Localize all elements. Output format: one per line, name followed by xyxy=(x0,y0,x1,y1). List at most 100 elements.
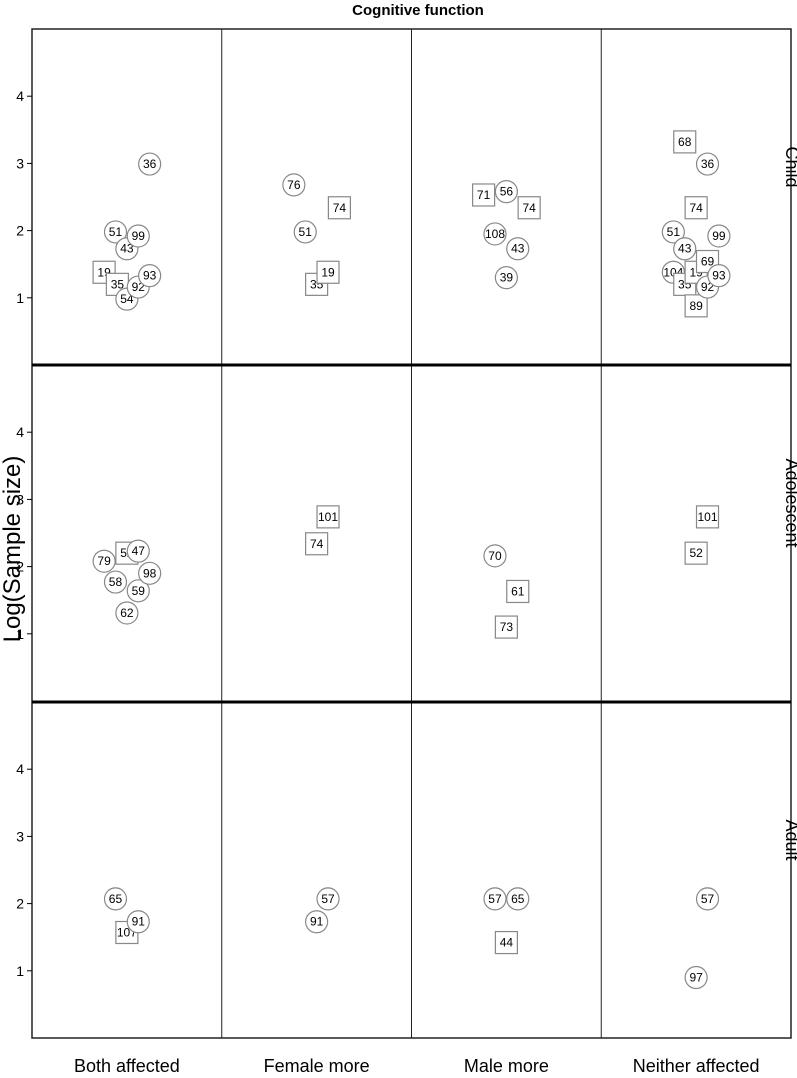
point-label: 43 xyxy=(120,242,134,256)
circle-marker xyxy=(282,173,306,197)
point-label: 65 xyxy=(109,892,123,906)
point-label: 73 xyxy=(500,620,514,634)
data-point: 89 xyxy=(684,294,708,318)
point-label: 57 xyxy=(701,892,715,906)
y-tick-label: 1 xyxy=(16,626,24,642)
data-point: 19 xyxy=(316,260,340,284)
data-point: 93 xyxy=(138,264,162,288)
data-point: 61 xyxy=(506,579,530,604)
point-label: 93 xyxy=(143,269,157,283)
y-tick-label: 3 xyxy=(16,828,24,844)
data-point: 76 xyxy=(282,173,306,197)
point-label: 91 xyxy=(132,915,146,929)
point-label: 61 xyxy=(511,584,525,598)
point-label: 74 xyxy=(333,201,347,215)
point-label: 59 xyxy=(132,584,146,598)
data-point: 97 xyxy=(684,965,708,990)
data-point: 74 xyxy=(517,196,541,220)
data-point: 57 xyxy=(483,887,507,911)
y-tick-label: 3 xyxy=(16,155,24,171)
data-point: 101 xyxy=(316,505,340,529)
circle-marker xyxy=(103,220,128,244)
circle-marker xyxy=(684,965,708,990)
circle-marker xyxy=(126,539,150,563)
data-point: 36 xyxy=(138,152,162,176)
circle-marker xyxy=(661,220,685,244)
circle-marker xyxy=(483,544,507,568)
data-point: 99 xyxy=(707,224,731,248)
data-point: 74 xyxy=(684,196,708,220)
circle-marker xyxy=(506,237,530,261)
circle-marker xyxy=(115,601,139,625)
point-label: 36 xyxy=(143,157,157,171)
point-label: 99 xyxy=(712,229,726,243)
point-label: 76 xyxy=(287,178,301,192)
data-point: 79 xyxy=(92,549,116,573)
point-label: 62 xyxy=(120,606,134,620)
circle-marker xyxy=(483,222,507,246)
circle-marker xyxy=(316,887,340,911)
point-label: 101 xyxy=(697,510,717,524)
circle-marker xyxy=(695,152,720,176)
point-label: 47 xyxy=(132,544,146,558)
point-label: 57 xyxy=(488,892,502,906)
row-label-child: Child xyxy=(782,146,797,187)
data-point: 98 xyxy=(138,561,162,585)
data-point: 65 xyxy=(103,887,128,911)
circle-marker xyxy=(92,549,116,573)
data-point: 51 xyxy=(661,220,685,244)
point-label: 56 xyxy=(500,185,514,199)
point-label: 98 xyxy=(143,566,157,580)
square-marker xyxy=(506,579,530,604)
data-point: 56 xyxy=(494,180,518,204)
point-label: 51 xyxy=(667,225,681,239)
point-label: 57 xyxy=(321,892,335,906)
point-label: 54 xyxy=(120,292,134,306)
point-label: 43 xyxy=(511,242,525,256)
circle-marker xyxy=(126,224,150,248)
data-point: 65 xyxy=(506,887,530,911)
data-point: 108 xyxy=(483,222,507,246)
column-label-both-affected: Both affected xyxy=(74,1056,180,1076)
square-marker xyxy=(673,130,697,154)
point-label: 68 xyxy=(678,135,692,149)
row-label-adolescent: Adolescent xyxy=(782,458,797,547)
data-point: 93 xyxy=(707,264,731,288)
circle-marker xyxy=(126,910,150,934)
point-label: 19 xyxy=(321,265,335,279)
point-label: 39 xyxy=(500,271,514,285)
point-label: 58 xyxy=(109,575,123,589)
point-label: 108 xyxy=(485,227,505,241)
data-points: 1935514354999236937651351974711085639437… xyxy=(92,130,731,990)
square-marker xyxy=(494,930,518,955)
circle-marker xyxy=(103,570,128,594)
square-marker xyxy=(316,260,340,284)
facet-labels: Both affected Female more Male more Neither… xyxy=(74,146,797,1076)
data-point: 57 xyxy=(316,887,340,911)
data-point: 101 xyxy=(695,505,720,529)
y-axis-ticks: 1 2 3 4 1 2 3 4 1 2 3 4 xyxy=(16,88,32,979)
point-label: 101 xyxy=(318,510,338,524)
data-point: 99 xyxy=(126,224,150,248)
point-label: 93 xyxy=(712,269,726,283)
square-marker xyxy=(684,294,708,318)
square-marker xyxy=(494,615,518,639)
data-point: 68 xyxy=(673,130,697,154)
point-label: 79 xyxy=(97,554,111,568)
circle-marker xyxy=(695,887,720,911)
point-label: 52 xyxy=(689,546,703,560)
data-point: 36 xyxy=(695,152,720,176)
chart-title: Cognitive function xyxy=(352,2,484,19)
square-marker xyxy=(305,532,329,556)
column-label-female-more: Female more xyxy=(264,1056,370,1076)
circle-marker xyxy=(707,264,731,288)
data-point: 58 xyxy=(103,570,128,594)
square-marker xyxy=(316,505,340,529)
point-label: 69 xyxy=(701,255,715,269)
circle-marker xyxy=(138,152,162,176)
point-label: 51 xyxy=(109,225,123,239)
data-point: 43 xyxy=(506,237,530,261)
circle-marker xyxy=(483,887,507,911)
y-tick-label: 2 xyxy=(16,559,24,575)
